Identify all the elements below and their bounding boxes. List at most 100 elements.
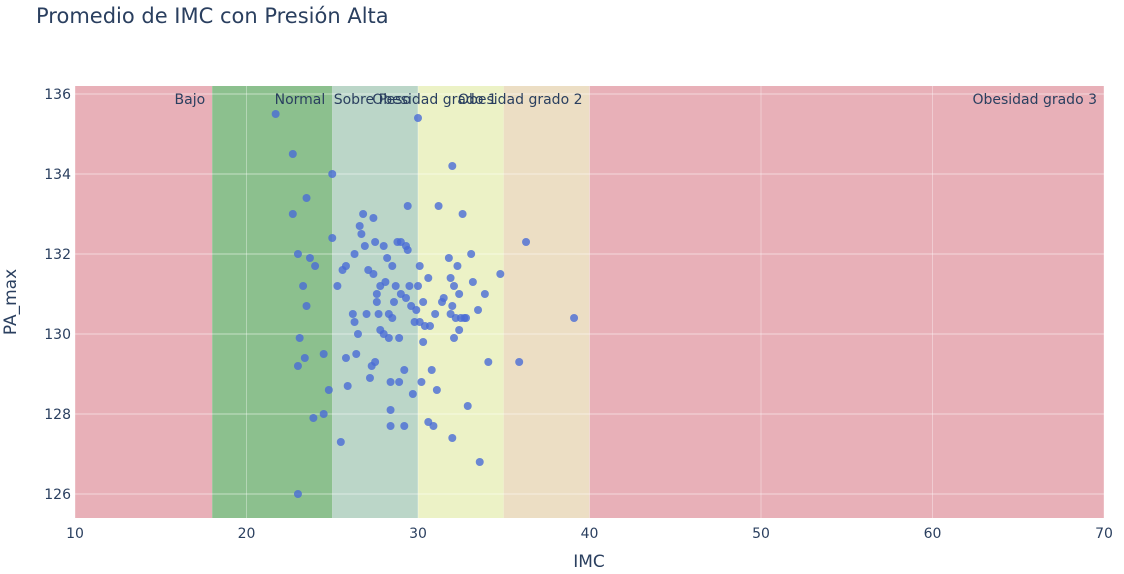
band-5 — [589, 86, 1104, 518]
data-point-40 — [371, 358, 380, 366]
y-axis-ticks: 126 128 130 132 134 136 — [44, 87, 71, 503]
data-point-71 — [405, 282, 414, 290]
data-point-96 — [446, 274, 455, 282]
data-point-87 — [427, 366, 436, 374]
data-point-33 — [360, 242, 369, 250]
data-point-86 — [426, 322, 435, 330]
data-point-55 — [386, 422, 395, 430]
data-point-118 — [515, 358, 524, 366]
data-point-93 — [439, 294, 448, 302]
data-point-50 — [383, 254, 392, 262]
y-tick-label: 130 — [44, 327, 71, 343]
data-point-111 — [467, 250, 476, 258]
data-point-53 — [386, 378, 395, 386]
x-tick-label: 60 — [924, 526, 942, 542]
data-point-114 — [475, 458, 484, 466]
data-point-43 — [372, 298, 381, 306]
y-tick-label: 134 — [44, 167, 71, 183]
data-point-29 — [353, 330, 362, 338]
data-point-76 — [414, 114, 422, 122]
data-point-116 — [484, 358, 493, 366]
data-point-54 — [386, 406, 395, 414]
data-point-120 — [570, 314, 579, 322]
data-point-0 — [271, 110, 280, 118]
data-point-23 — [341, 354, 350, 362]
data-point-110 — [463, 402, 472, 410]
data-point-32 — [359, 210, 368, 218]
band-3 — [418, 86, 504, 518]
data-point-16 — [324, 386, 333, 394]
data-point-15 — [309, 414, 318, 422]
data-point-4 — [299, 282, 308, 290]
data-point-49 — [381, 278, 390, 286]
data-point-27 — [350, 250, 359, 258]
x-axis-title: IMC — [573, 552, 605, 572]
data-point-75 — [412, 306, 421, 314]
data-point-62 — [395, 378, 404, 386]
data-point-67 — [401, 294, 410, 302]
data-point-6 — [295, 334, 304, 342]
y-tick-label: 132 — [44, 247, 71, 263]
data-point-41 — [371, 238, 380, 246]
data-points — [271, 110, 579, 498]
data-point-113 — [474, 306, 483, 314]
data-point-115 — [480, 290, 489, 298]
band-1 — [212, 86, 333, 518]
data-point-3 — [293, 250, 302, 258]
band-label-3: Obesidad grado 1 — [372, 92, 497, 108]
data-point-12 — [311, 262, 320, 270]
x-tick-label: 20 — [238, 526, 256, 542]
x-tick-label: 10 — [66, 526, 84, 542]
data-point-20 — [336, 438, 345, 446]
data-point-34 — [362, 310, 371, 318]
data-point-66 — [400, 422, 409, 430]
data-point-61 — [395, 334, 404, 342]
data-point-13 — [319, 350, 328, 358]
y-tick-label: 128 — [44, 407, 71, 423]
data-point-91 — [434, 202, 443, 210]
chart-title: Promedio de IMC con Presión Alta — [36, 4, 389, 28]
data-point-28 — [352, 350, 361, 358]
y-axis-title: PA_max — [1, 269, 21, 335]
data-point-78 — [415, 262, 424, 270]
data-point-77 — [414, 282, 422, 290]
data-point-47 — [379, 242, 388, 250]
data-point-2 — [288, 210, 297, 218]
band-label-4: Obesidad grado 2 — [458, 92, 583, 108]
x-tick-label: 30 — [409, 526, 427, 542]
band-label-2: Sobre Peso — [334, 92, 411, 108]
data-point-101 — [450, 334, 459, 342]
data-point-90 — [432, 386, 441, 394]
data-point-31 — [357, 230, 366, 238]
band-0 — [75, 86, 213, 518]
data-point-105 — [455, 326, 464, 334]
data-point-65 — [400, 366, 409, 374]
data-point-100 — [450, 282, 459, 290]
data-point-88 — [429, 422, 438, 430]
data-point-38 — [369, 214, 378, 222]
data-point-109 — [462, 314, 471, 322]
data-point-84 — [424, 274, 433, 282]
data-point-81 — [419, 338, 428, 346]
data-point-8 — [300, 354, 309, 362]
data-point-17 — [328, 170, 337, 178]
x-axis-ticks: 10 20 30 40 50 60 70 — [66, 526, 1113, 542]
data-point-58 — [389, 298, 398, 306]
data-point-103 — [453, 262, 462, 270]
data-point-98 — [448, 302, 457, 310]
y-tick-label: 136 — [44, 87, 71, 103]
data-point-26 — [350, 318, 359, 326]
data-point-69 — [403, 246, 412, 254]
band-label-0: Bajo — [175, 92, 206, 108]
data-point-24 — [343, 382, 352, 390]
band-4 — [503, 86, 590, 518]
data-point-94 — [444, 254, 453, 262]
data-point-59 — [391, 282, 400, 290]
data-point-57 — [388, 314, 397, 322]
data-point-73 — [408, 390, 417, 398]
data-point-30 — [355, 222, 364, 230]
data-point-25 — [348, 310, 357, 318]
band-label-5: Obesidad grado 3 — [972, 92, 1097, 108]
data-point-107 — [458, 210, 467, 218]
